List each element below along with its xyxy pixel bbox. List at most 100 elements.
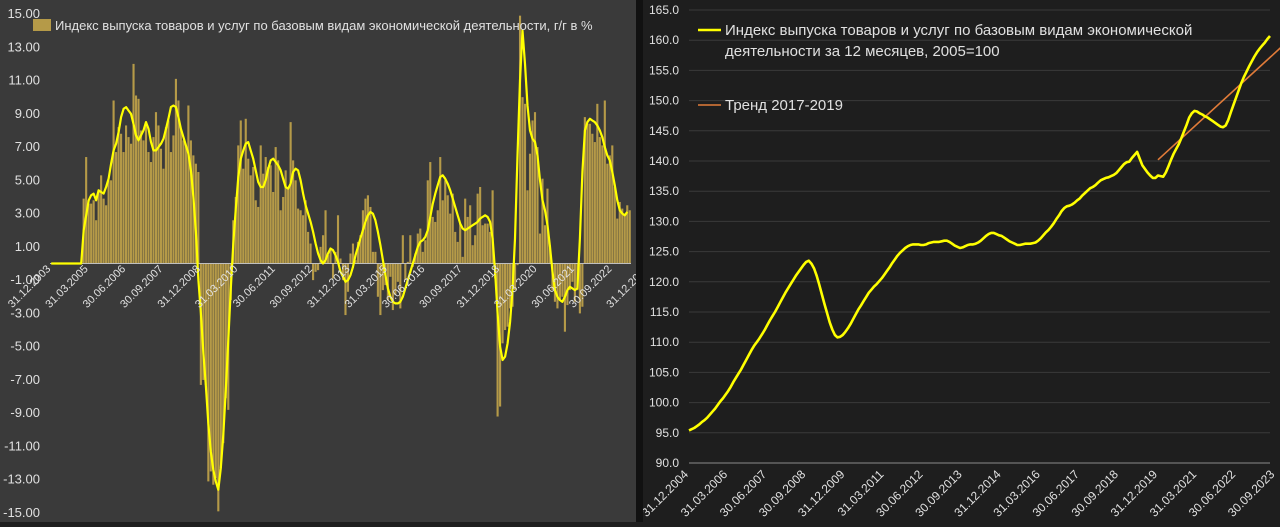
bar-113 <box>331 263 335 279</box>
bar-227 <box>616 218 619 264</box>
bar-125 <box>361 210 365 264</box>
bar-230 <box>623 215 626 264</box>
bar-84 <box>259 145 262 264</box>
bar-16 <box>90 203 93 264</box>
bar-81 <box>252 167 255 264</box>
bar-46 <box>164 127 168 264</box>
bar-37 <box>142 140 145 264</box>
bar-22 <box>105 205 108 264</box>
bar-95 <box>287 186 290 264</box>
bar-105 <box>312 263 315 281</box>
bar-94 <box>284 170 287 264</box>
bar-85 <box>262 173 265 264</box>
bar-149 <box>421 251 424 264</box>
bar-168 <box>469 205 472 264</box>
bar-231 <box>626 205 629 264</box>
bar-28 <box>120 133 123 264</box>
bar-210 <box>573 263 576 302</box>
bar-series <box>50 15 631 512</box>
bar-173 <box>481 225 484 264</box>
bar-172 <box>479 186 482 264</box>
bar-137 <box>391 263 394 311</box>
bar-190 <box>523 103 527 264</box>
index-line-series <box>688 35 1271 432</box>
bar-24 <box>110 180 113 264</box>
y-tick-label-9: 135.0 <box>649 184 679 198</box>
y-tick-label-12: 9.00 <box>15 106 40 121</box>
bar-59 <box>197 172 200 264</box>
y-tick-label-2: -11.00 <box>4 438 40 453</box>
y-tick-label-5: 115.0 <box>650 305 679 319</box>
bar-229 <box>621 208 624 264</box>
y-tick-label-3: 105.0 <box>649 365 679 379</box>
y-tick-label-13: 11.00 <box>8 73 40 88</box>
bar-224 <box>608 155 611 264</box>
bar-174 <box>484 223 487 264</box>
bar-26 <box>115 152 118 264</box>
bar-116 <box>339 258 342 264</box>
bar-117 <box>341 263 345 281</box>
bar-187 <box>516 263 519 266</box>
y-tick-label-10: 5.00 <box>15 172 40 187</box>
bar-128 <box>369 206 372 264</box>
bar-225 <box>611 145 614 264</box>
yoy-output-chart: -15.00 -13.00 -11.00 -9.00 -7.00 -5.00 -3.00 -1… <box>3 6 652 520</box>
bar-139 <box>396 263 399 282</box>
bar-38 <box>144 122 148 264</box>
bar-68 <box>219 263 222 469</box>
bar-196 <box>538 233 542 264</box>
bar-203 <box>556 263 559 309</box>
bar-183 <box>506 263 509 327</box>
bar-127 <box>366 195 369 264</box>
bar-29 <box>122 152 125 264</box>
bar-107 <box>316 263 320 271</box>
bar-161 <box>451 193 454 264</box>
bar-97 <box>292 160 295 264</box>
bar-148 <box>419 228 422 264</box>
bar-21 <box>102 198 105 264</box>
bar-232 <box>628 210 631 264</box>
bar-35 <box>137 98 140 264</box>
index-output-chart: 90.0 95.0 100.0 105.0 110.0 115.0 120.0 125.0 13… <box>639 3 1280 520</box>
legend-title: Индекс выпуска товаров и услуг по базовы… <box>55 18 593 33</box>
y-tick-label-4: 110.0 <box>650 335 679 349</box>
bar-23 <box>107 180 110 264</box>
bar-205 <box>561 263 564 297</box>
bar-56 <box>189 140 192 264</box>
trend-line <box>1157 47 1280 161</box>
bar-50 <box>174 78 177 264</box>
bar-78 <box>244 118 247 264</box>
bar-47 <box>167 120 170 264</box>
bar-58 <box>194 163 197 264</box>
bar-129 <box>371 251 374 264</box>
bar-155 <box>436 210 439 264</box>
bar-61 <box>202 263 205 380</box>
y-tick-label-7: 125.0 <box>649 245 679 259</box>
bar-194 <box>533 112 537 264</box>
bar-150 <box>424 240 427 264</box>
bar-106 <box>314 263 317 272</box>
bar-118 <box>344 263 347 316</box>
bar-41 <box>152 137 155 264</box>
bar-65 <box>212 263 215 485</box>
bar-123 <box>356 241 360 264</box>
bar-215 <box>586 123 589 264</box>
bar-36 <box>139 130 143 264</box>
bar-66 <box>214 263 217 479</box>
bar-79 <box>247 158 250 264</box>
bar-109 <box>321 235 325 264</box>
bar-120 <box>349 253 352 264</box>
bar-67 <box>217 263 220 512</box>
bar-157 <box>441 200 444 264</box>
y-tick-label-0: -15.00 <box>3 505 40 520</box>
bar-207 <box>566 263 569 306</box>
bar-42 <box>154 112 158 264</box>
legend-trend-label: Тренд 2017-2019 <box>725 97 843 114</box>
bar-218 <box>593 142 596 264</box>
bar-159 <box>446 195 449 264</box>
bar-90 <box>274 147 277 264</box>
bar-132 <box>379 263 382 316</box>
legend-swatch <box>33 19 51 31</box>
bar-197 <box>541 178 544 264</box>
bar-165 <box>461 256 464 264</box>
